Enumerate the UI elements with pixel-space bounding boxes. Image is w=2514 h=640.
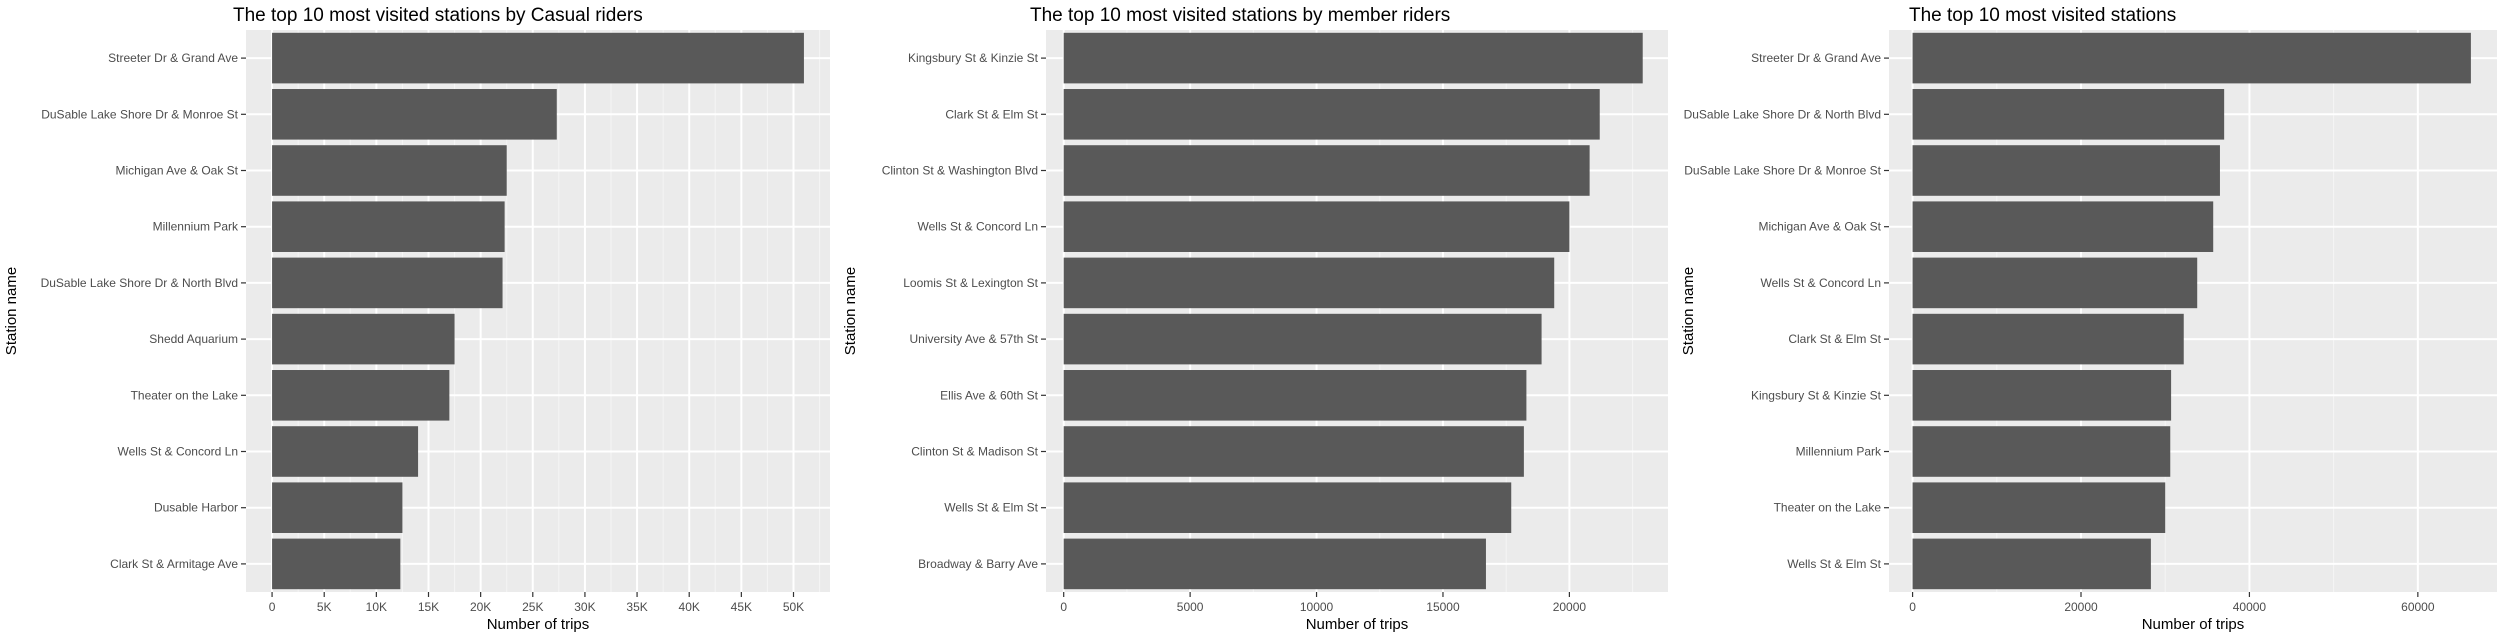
category-label: Ellis Ave & 60th St bbox=[940, 388, 1039, 402]
bar bbox=[1912, 426, 2171, 477]
bar bbox=[272, 426, 419, 477]
bar bbox=[1063, 89, 1600, 140]
category-label: Millennium Park bbox=[153, 220, 239, 234]
bar bbox=[1912, 482, 2166, 533]
bar bbox=[1063, 482, 1512, 533]
category-label: Wells St & Concord Ln bbox=[118, 445, 239, 459]
x-tick-label: 10K bbox=[366, 600, 387, 614]
y-axis-title: Station name bbox=[3, 267, 20, 355]
category-label: Kingsbury St & Kinzie St bbox=[1751, 388, 1882, 402]
bar bbox=[1063, 32, 1643, 84]
x-tick-label: 20000 bbox=[1553, 600, 1587, 614]
category-label: Michigan Ave & Oak St bbox=[115, 164, 238, 178]
chart-title: The top 10 most visited stations by memb… bbox=[1030, 5, 1450, 26]
category-label: Broadway & Barry Ave bbox=[918, 557, 1038, 571]
bar bbox=[272, 482, 403, 533]
bar bbox=[272, 538, 401, 590]
bar bbox=[1912, 538, 2151, 590]
x-tick-label: 10000 bbox=[1300, 600, 1334, 614]
category-label: DuSable Lake Shore Dr & Monroe St bbox=[1684, 164, 1881, 178]
chart-2: 0 5000 10000 15000 20000 Kingsbury St & Kinzi… bbox=[842, 5, 1668, 633]
category-label: Clinton St & Washington Blvd bbox=[882, 164, 1038, 178]
x-tick-label: 35K bbox=[626, 600, 647, 614]
bar bbox=[1912, 370, 2172, 421]
x-tick-label: 25K bbox=[522, 600, 543, 614]
category-label: Wells St & Concord Ln bbox=[918, 220, 1039, 234]
bar bbox=[272, 313, 455, 365]
x-axis-title: Number of trips bbox=[487, 616, 590, 633]
bar bbox=[272, 89, 557, 140]
x-tick-label: 5000 bbox=[1177, 600, 1204, 614]
chart-title: The top 10 most visited stations by Casu… bbox=[233, 5, 643, 26]
x-tick-label: 0 bbox=[1909, 600, 1916, 614]
category-label: DuSable Lake Shore Dr & Monroe St bbox=[41, 107, 238, 121]
bar bbox=[1063, 538, 1486, 590]
chart-3: 0 20000 40000 60000 Streeter Dr & Grand Ave D… bbox=[1680, 5, 2497, 633]
bar bbox=[272, 257, 503, 309]
category-label: Loomis St & Lexington St bbox=[903, 276, 1038, 290]
x-tick-label: 5K bbox=[317, 600, 332, 614]
x-tick-label: 40000 bbox=[2233, 600, 2267, 614]
bar bbox=[1912, 145, 2220, 196]
x-tick-label: 60000 bbox=[2401, 600, 2435, 614]
category-label: University Ave & 57th St bbox=[909, 332, 1038, 346]
x-tick-label: 50K bbox=[783, 600, 804, 614]
bar bbox=[1912, 257, 2198, 309]
category-label: Theater on the Lake bbox=[1774, 501, 1882, 515]
category-label: Streeter Dr & Grand Ave bbox=[1751, 51, 1881, 65]
x-tick-label: 0 bbox=[269, 600, 276, 614]
category-label: Wells St & Concord Ln bbox=[1761, 276, 1882, 290]
bar bbox=[1063, 426, 1524, 477]
bar bbox=[1063, 313, 1542, 365]
y-axis-title: Station name bbox=[842, 267, 859, 355]
category-label: Wells St & Elm St bbox=[944, 501, 1038, 515]
category-label: Streeter Dr & Grand Ave bbox=[108, 51, 238, 65]
category-label: Clark St & Armitage Ave bbox=[110, 557, 238, 571]
x-tick-label: 20000 bbox=[2064, 600, 2098, 614]
x-tick-label: 30K bbox=[574, 600, 595, 614]
bar bbox=[1063, 145, 1590, 196]
bar bbox=[1912, 89, 2225, 140]
bar bbox=[272, 32, 804, 84]
category-label: Dusable Harbor bbox=[154, 501, 238, 515]
x-tick-label: 40K bbox=[679, 600, 700, 614]
x-axis-title: Number of trips bbox=[2142, 616, 2245, 633]
category-label: DuSable Lake Shore Dr & North Blvd bbox=[41, 276, 238, 290]
category-label: Millennium Park bbox=[1796, 445, 1882, 459]
category-label: Clark St & Elm St bbox=[945, 107, 1038, 121]
category-label: Michigan Ave & Oak St bbox=[1758, 220, 1881, 234]
category-label: Clark St & Elm St bbox=[1788, 332, 1881, 346]
x-tick-label: 15K bbox=[418, 600, 439, 614]
bar bbox=[272, 201, 505, 252]
x-tick-label: 45K bbox=[731, 600, 752, 614]
x-tick-label: 15000 bbox=[1426, 600, 1460, 614]
x-tick-label: 0 bbox=[1060, 600, 1067, 614]
bar bbox=[1912, 201, 2214, 252]
bar bbox=[272, 370, 450, 421]
category-label: Kingsbury St & Kinzie St bbox=[908, 51, 1039, 65]
category-label: Wells St & Elm St bbox=[1787, 557, 1881, 571]
bar bbox=[1912, 32, 2471, 84]
bar bbox=[1912, 313, 2184, 365]
x-axis-title: Number of trips bbox=[1306, 616, 1409, 633]
category-label: Clinton St & Madison St bbox=[911, 445, 1038, 459]
bar bbox=[1063, 201, 1570, 252]
chart-title: The top 10 most visited stations bbox=[1909, 5, 2176, 26]
bar bbox=[272, 145, 507, 196]
chart-1: 0 5K 10K 15K 20K 25K 30K 35K 40K 45K 50K Streeter D… bbox=[3, 5, 830, 633]
category-label: Shedd Aquarium bbox=[149, 332, 238, 346]
bar bbox=[1063, 370, 1527, 421]
y-axis-title: Station name bbox=[1680, 267, 1697, 355]
bar bbox=[1063, 257, 1555, 309]
category-label: DuSable Lake Shore Dr & North Blvd bbox=[1684, 107, 1881, 121]
category-label: Theater on the Lake bbox=[131, 388, 239, 402]
x-tick-label: 20K bbox=[470, 600, 491, 614]
